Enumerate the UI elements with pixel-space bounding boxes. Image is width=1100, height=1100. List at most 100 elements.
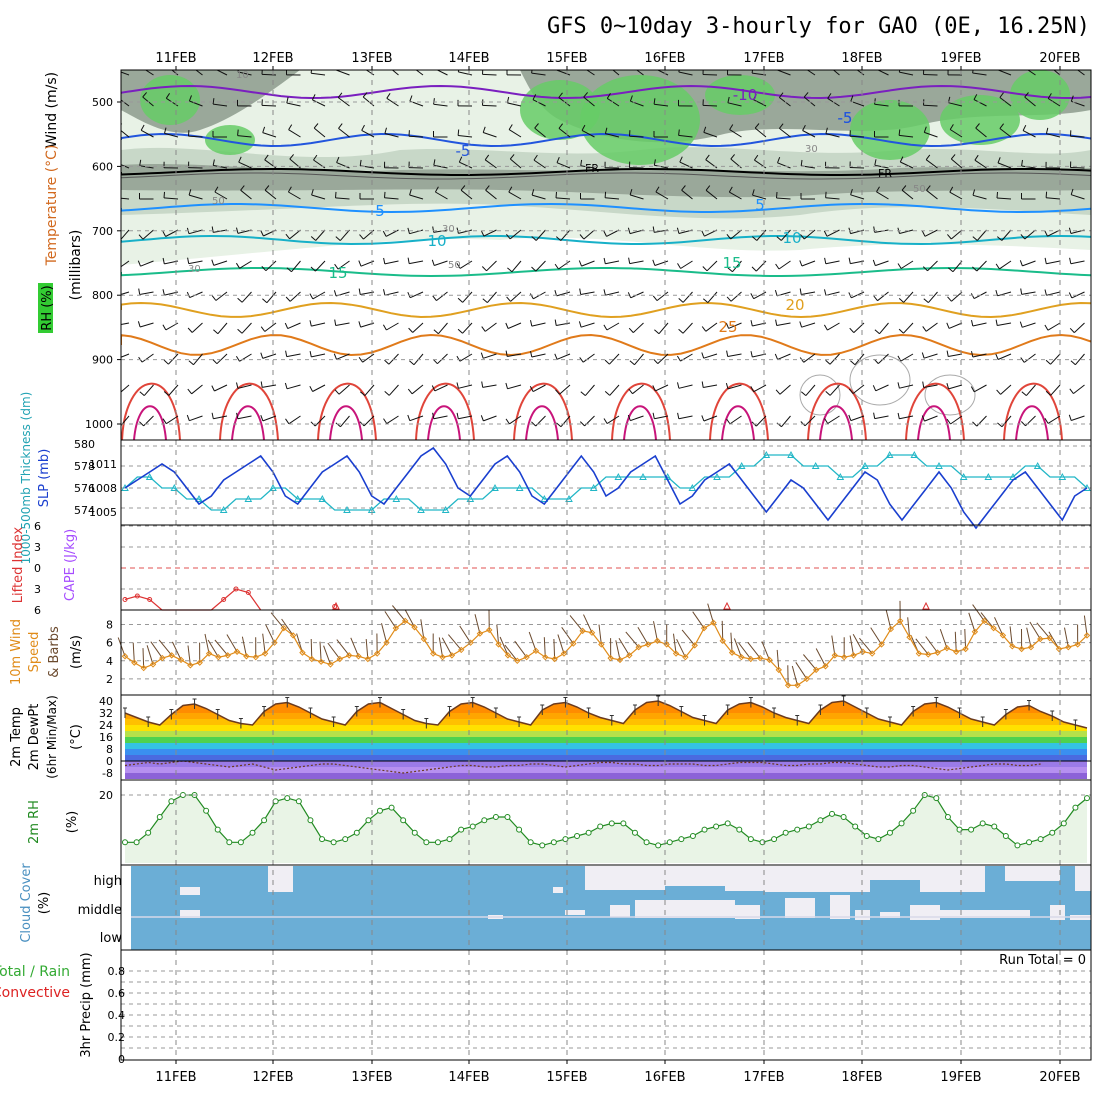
rh2m-point bbox=[388, 804, 395, 811]
wind-barb bbox=[264, 189, 277, 200]
wind-barb bbox=[188, 229, 203, 235]
wind-barb bbox=[139, 291, 154, 295]
wind-barb-feather bbox=[603, 257, 606, 264]
temp-line bbox=[124, 700, 1088, 729]
wind-barb bbox=[215, 291, 228, 301]
run-total-label: Run Total = 0 bbox=[999, 953, 1086, 968]
wind-barb bbox=[850, 415, 865, 422]
wind-barb-feather bbox=[285, 233, 290, 240]
thickness-point bbox=[935, 461, 943, 469]
wind-barb-feather bbox=[898, 328, 904, 334]
wind-barb-feather bbox=[974, 154, 979, 161]
wind-barb-feather bbox=[922, 266, 928, 272]
wind10m-point bbox=[794, 682, 801, 689]
wind-barb bbox=[459, 260, 473, 269]
wind-barb-feather bbox=[1070, 188, 1074, 195]
wind-barb bbox=[188, 194, 203, 200]
wind-barb bbox=[121, 291, 130, 295]
wind-barb bbox=[214, 384, 228, 392]
wind-barb bbox=[679, 161, 693, 169]
wind-barb bbox=[409, 194, 424, 200]
wind-barb-feather bbox=[1044, 418, 1049, 424]
wind10m-barb bbox=[791, 665, 798, 686]
date-label-bottom: 19FEB bbox=[940, 1070, 981, 1085]
wind-barb bbox=[509, 158, 522, 169]
wind10m-barb bbox=[915, 638, 929, 655]
wind-barb bbox=[509, 415, 522, 425]
wind-barb-feather bbox=[730, 154, 735, 160]
wind-barb-feather bbox=[309, 320, 312, 327]
wind-barb bbox=[657, 353, 669, 364]
wind-barb-feather bbox=[629, 360, 635, 366]
thickness-point bbox=[614, 472, 623, 480]
wind-barb bbox=[508, 191, 522, 200]
wind-barb-feather bbox=[677, 263, 682, 269]
wind-barb-feather bbox=[652, 259, 656, 266]
wind-barb bbox=[629, 135, 644, 138]
wind-barb bbox=[412, 322, 424, 333]
y-tick-precip: 0 bbox=[118, 1053, 125, 1066]
wind10m-barb bbox=[438, 637, 444, 658]
wind-barb-feather bbox=[728, 186, 733, 193]
wind-barb bbox=[531, 353, 546, 358]
wind-barb-feather bbox=[534, 123, 539, 129]
lifted-index-point bbox=[221, 597, 227, 602]
wind-barb bbox=[950, 415, 963, 425]
rh2m-point bbox=[168, 798, 175, 805]
wind-barb bbox=[1046, 133, 1061, 138]
isotherm-35-loop bbox=[329, 405, 363, 440]
wind-barb-feather bbox=[334, 319, 337, 326]
wind-barb-feather bbox=[409, 189, 412, 196]
wind-barb-feather bbox=[922, 381, 925, 388]
cloud-clear-high bbox=[725, 866, 765, 891]
rh-contour bbox=[849, 354, 911, 406]
temp-color-band bbox=[125, 767, 1087, 773]
wind-barb bbox=[168, 353, 179, 365]
wind-barb-feather bbox=[1069, 327, 1075, 333]
y-tick-slp: 1005 bbox=[89, 506, 117, 519]
wind-barb bbox=[877, 353, 889, 364]
rh2m-point bbox=[852, 823, 859, 830]
wind-barb bbox=[729, 415, 742, 425]
wind-barb bbox=[877, 70, 889, 76]
wind-barb-feather bbox=[750, 320, 753, 327]
wind-barb bbox=[997, 70, 1012, 76]
upper-air-panel: FR FR-10-5-5-5510152025510151030503050503… bbox=[121, 70, 1091, 440]
wind10m-barb bbox=[852, 633, 864, 652]
wind-barb bbox=[727, 102, 742, 107]
wind-barb bbox=[875, 260, 889, 267]
wind-barb bbox=[654, 164, 669, 169]
wind-barb-feather bbox=[285, 350, 288, 357]
wind-barb-feather bbox=[458, 156, 463, 163]
wind-barb bbox=[1073, 322, 1085, 333]
wind-barb-feather bbox=[779, 92, 784, 98]
wind-barb bbox=[655, 191, 669, 200]
rh2m-point bbox=[655, 842, 662, 849]
wind10m-point bbox=[878, 641, 885, 648]
wind-barb bbox=[829, 384, 840, 396]
wind-barb-feather bbox=[284, 382, 288, 389]
wind-barb-feather bbox=[799, 321, 803, 328]
wind-barb-feather bbox=[211, 259, 215, 266]
wind-barb-feather bbox=[629, 95, 633, 102]
wind-barb-feather bbox=[235, 355, 240, 362]
wind-barb-feather bbox=[359, 234, 364, 240]
y-axis-label-temp-b: 2m DewPt bbox=[27, 704, 42, 771]
wind-barb-feather bbox=[779, 123, 784, 129]
wind-barb-feather bbox=[681, 185, 686, 191]
wind10m-point bbox=[1037, 635, 1044, 643]
wind-barb bbox=[415, 70, 424, 76]
rh2m-point bbox=[550, 839, 557, 846]
wind-barb-feather bbox=[949, 124, 954, 130]
wind10m-point bbox=[990, 624, 997, 632]
wind-barb bbox=[363, 415, 375, 427]
wind-barb-feather bbox=[142, 92, 147, 98]
wind-barb bbox=[338, 128, 350, 138]
wind-barb bbox=[559, 384, 571, 395]
rh2m-point bbox=[145, 829, 152, 836]
wind-barb bbox=[163, 197, 179, 200]
rh2m-point bbox=[1002, 832, 1009, 839]
rh2m-point bbox=[933, 795, 940, 802]
wind-barb bbox=[1026, 384, 1036, 396]
wind-barb bbox=[261, 73, 277, 76]
